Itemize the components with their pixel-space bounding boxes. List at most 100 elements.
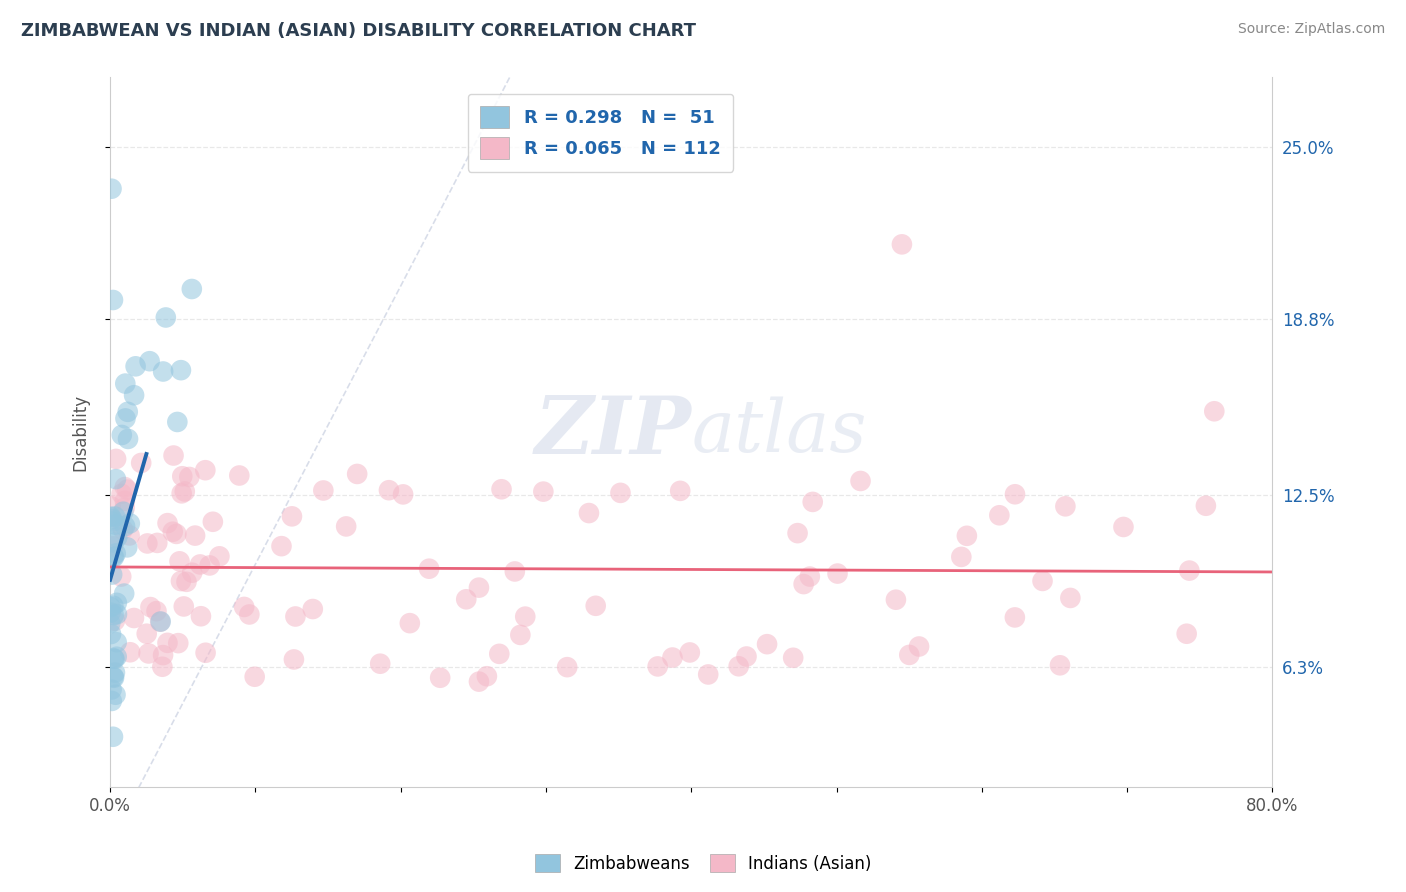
Point	[105, 649, 128, 664]
Point	[150, 659, 173, 673]
Point	[1054, 500, 1077, 514]
Point	[475, 669, 498, 683]
Point	[233, 599, 256, 614]
Point	[491, 483, 513, 497]
Point	[1112, 520, 1135, 534]
Point	[138, 647, 160, 661]
Y-axis label: Disability: Disability	[72, 393, 89, 471]
Point	[179, 470, 201, 484]
Point	[392, 487, 415, 501]
Point	[101, 512, 124, 526]
Point	[117, 405, 139, 419]
Point	[429, 671, 451, 685]
Point	[111, 428, 134, 442]
Point	[136, 536, 159, 550]
Point	[104, 688, 127, 702]
Point	[188, 558, 211, 572]
Point	[118, 528, 141, 542]
Point	[100, 606, 122, 620]
Point	[105, 451, 128, 466]
Point	[114, 480, 136, 494]
Point	[98, 616, 121, 631]
Text: ZIP: ZIP	[534, 393, 692, 471]
Point	[243, 670, 266, 684]
Point	[149, 615, 172, 629]
Point	[114, 519, 136, 533]
Point	[1049, 658, 1071, 673]
Point	[104, 614, 127, 628]
Point	[1204, 404, 1226, 418]
Point	[509, 628, 531, 642]
Point	[104, 517, 127, 532]
Point	[115, 541, 138, 555]
Point	[786, 526, 808, 541]
Point	[112, 586, 135, 600]
Point	[184, 528, 207, 542]
Point	[146, 536, 169, 550]
Point	[117, 432, 139, 446]
Point	[201, 515, 224, 529]
Point	[138, 354, 160, 368]
Point	[180, 282, 202, 296]
Point	[468, 581, 491, 595]
Point	[100, 682, 122, 697]
Point	[661, 650, 683, 665]
Point	[103, 608, 125, 623]
Point	[228, 468, 250, 483]
Point	[110, 569, 132, 583]
Point	[124, 359, 146, 374]
Point	[346, 467, 368, 481]
Point	[890, 237, 912, 252]
Point	[122, 611, 145, 625]
Point	[149, 615, 172, 629]
Point	[208, 549, 231, 564]
Point	[515, 609, 537, 624]
Point	[793, 577, 815, 591]
Point	[105, 607, 128, 622]
Point	[284, 609, 307, 624]
Point	[101, 515, 124, 529]
Point	[167, 636, 190, 650]
Point	[799, 569, 821, 583]
Point	[503, 565, 526, 579]
Point	[578, 506, 600, 520]
Point	[176, 574, 198, 589]
Point	[111, 487, 134, 501]
Text: ZIMBABWEAN VS INDIAN (ASIAN) DISABILITY CORRELATION CHART: ZIMBABWEAN VS INDIAN (ASIAN) DISABILITY …	[21, 22, 696, 40]
Point	[114, 493, 136, 508]
Point	[104, 509, 127, 524]
Point	[166, 415, 188, 429]
Point	[281, 509, 304, 524]
Point	[169, 554, 191, 568]
Point	[727, 659, 749, 673]
Point	[312, 483, 335, 498]
Point	[884, 592, 907, 607]
Point	[194, 463, 217, 477]
Point	[105, 530, 128, 544]
Point	[152, 364, 174, 378]
Point	[103, 651, 125, 665]
Point	[122, 388, 145, 402]
Point	[735, 649, 758, 664]
Point	[101, 539, 124, 553]
Point	[155, 310, 177, 325]
Point	[1004, 487, 1026, 501]
Point	[112, 505, 135, 519]
Point	[100, 499, 122, 513]
Point	[198, 558, 221, 573]
Point	[100, 182, 122, 196]
Point	[120, 645, 142, 659]
Point	[190, 609, 212, 624]
Point	[152, 648, 174, 662]
Point	[1059, 591, 1081, 605]
Point	[139, 600, 162, 615]
Point	[1004, 610, 1026, 624]
Point	[418, 562, 440, 576]
Point	[956, 529, 979, 543]
Point	[679, 645, 702, 659]
Point	[100, 627, 122, 641]
Point	[456, 592, 478, 607]
Point	[104, 665, 127, 680]
Point	[101, 730, 124, 744]
Legend: Zimbabweans, Indians (Asian): Zimbabweans, Indians (Asian)	[529, 847, 877, 880]
